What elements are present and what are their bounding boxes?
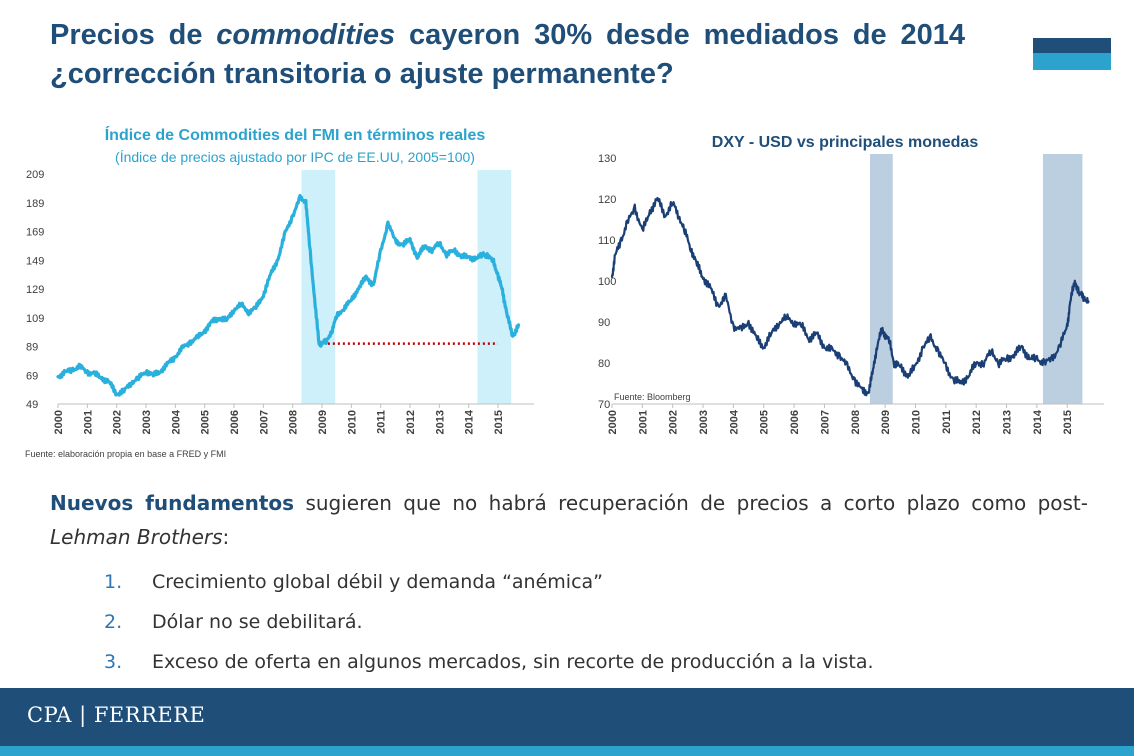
- chart-source: Fuente: Bloomberg: [614, 392, 691, 402]
- y-tick-label: 209: [26, 169, 44, 181]
- series-line: [610, 196, 1090, 397]
- x-tick-label: 2006: [789, 410, 801, 434]
- list-item: 3. Exceso de oferta en algunos mercados, …: [104, 651, 874, 673]
- list-item: 1. Crecimiento global débil y demanda “an…: [104, 571, 604, 593]
- y-tick-label: 70: [598, 399, 610, 411]
- y-tick-label: 49: [26, 399, 38, 411]
- x-tick-label: 2010: [910, 410, 922, 434]
- body-paragraph: Nuevos fundamentos sugieren que no habrá…: [50, 491, 1088, 549]
- key-points-list: 1. Crecimiento global débil y demanda “an…: [104, 562, 874, 682]
- chart-title: Índice de Commodities del FMI en término…: [105, 125, 486, 144]
- commodities-index-chart: Índice de Commodities del FMI en término…: [25, 125, 534, 459]
- y-tick-label: 80: [598, 358, 610, 370]
- y-tick-label: 100: [598, 276, 616, 288]
- y-tick-label: 109: [26, 313, 44, 325]
- x-tick-label: 2007: [819, 410, 831, 434]
- list-item: 2. Dólar no se debilitará.: [104, 611, 363, 633]
- header-bar-light: [1033, 53, 1111, 70]
- x-tick-label: 2012: [971, 410, 983, 434]
- header-color-blocks: [1033, 38, 1111, 70]
- y-tick-label: 169: [26, 227, 44, 239]
- x-tick-label: 2003: [141, 410, 153, 434]
- footer-logo: CPA | FERRERE: [27, 703, 206, 727]
- y-tick-label: 130: [598, 153, 616, 165]
- y-tick-label: 189: [26, 198, 44, 210]
- footer-bar: CPA | FERRERE: [0, 688, 1134, 756]
- x-tick-label: 2001: [82, 410, 94, 434]
- chart-title: DXY - USD vs principales monedas: [712, 134, 979, 151]
- series-line: [56, 193, 521, 397]
- y-tick-label: 110: [598, 235, 616, 247]
- x-tick-label: 2007: [258, 410, 270, 434]
- x-tick-label: 2015: [1062, 410, 1074, 434]
- chart-source: Fuente: elaboración propia en base a FRE…: [25, 449, 226, 459]
- x-tick-label: 2014: [464, 409, 476, 434]
- y-tick-label: 89: [26, 342, 38, 354]
- x-tick-label: 2008: [850, 410, 862, 434]
- body-highlight: Nuevos fundamentos: [50, 491, 295, 515]
- x-tick-label: 2005: [200, 410, 212, 434]
- x-tick-label: 2001: [637, 410, 649, 434]
- x-tick-label: 2003: [698, 410, 710, 434]
- footer-stripe: [0, 746, 1134, 756]
- x-tick-label: 2000: [607, 410, 619, 434]
- x-tick-label: 2010: [346, 410, 358, 434]
- x-tick-label: 2002: [668, 410, 680, 434]
- x-tick-label: 2013: [434, 410, 446, 434]
- y-tick-label: 129: [26, 284, 44, 296]
- x-tick-label: 2011: [941, 410, 953, 434]
- x-tick-label: 2015: [493, 410, 505, 434]
- x-tick-label: 2000: [53, 410, 65, 434]
- header-bar-dark: [1033, 38, 1111, 53]
- y-tick-label: 149: [26, 255, 44, 267]
- x-tick-label: 2009: [880, 410, 892, 434]
- x-tick-label: 2011: [376, 410, 388, 434]
- chart-subtitle: (Índice de precios ajustado por IPC de E…: [115, 149, 475, 165]
- y-tick-label: 90: [598, 317, 610, 329]
- recession-band: [869, 154, 893, 404]
- x-tick-label: 2004: [170, 409, 182, 434]
- dxy-chart: DXY - USD vs principales monedas 70 80 90 10…: [598, 134, 1104, 434]
- page-title: Precios de commodities cayeron 30% desde…: [50, 19, 965, 90]
- y-tick-label: 120: [598, 194, 616, 206]
- x-tick-label: 2013: [1002, 410, 1014, 434]
- x-tick-label: 2002: [112, 410, 124, 434]
- recession-band: [477, 170, 512, 404]
- x-tick-label: 2009: [317, 410, 329, 434]
- y-tick-label: 69: [26, 370, 38, 382]
- x-tick-label: 2006: [229, 410, 241, 434]
- x-tick-label: 2004: [728, 409, 740, 434]
- x-tick-label: 2005: [759, 410, 771, 434]
- x-tick-label: 2012: [405, 410, 417, 434]
- x-tick-label: 2014: [1032, 409, 1044, 434]
- recession-band: [1042, 154, 1083, 404]
- x-tick-label: 2008: [288, 410, 300, 434]
